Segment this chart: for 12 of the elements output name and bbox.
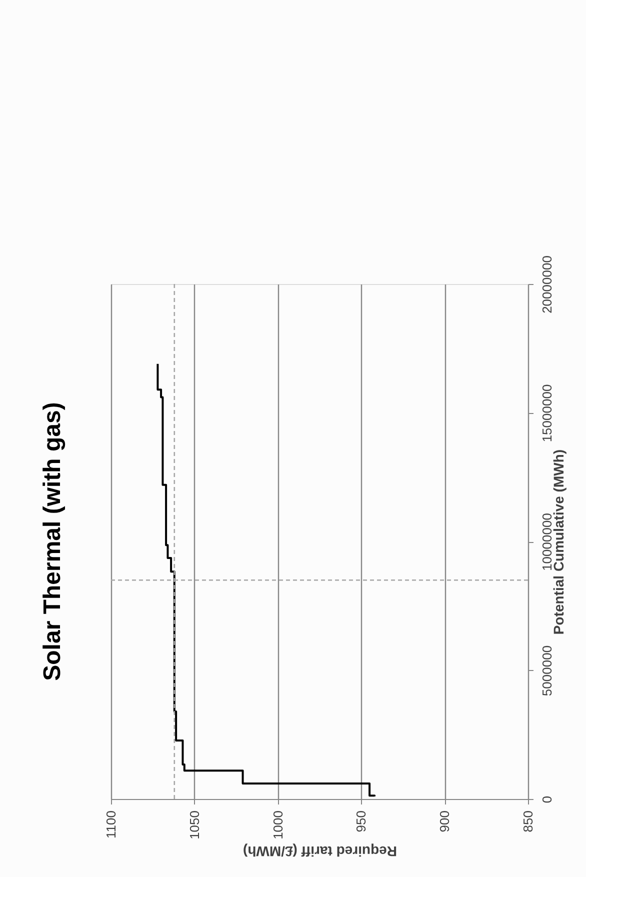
text: Solar Thermal (with gas): [39, 402, 66, 681]
x-tick-label: 850: [520, 810, 536, 832]
y-tick-label: 5000000: [540, 645, 554, 696]
y-tick-label: 15000000: [540, 384, 554, 442]
y-tick-label: 0: [540, 796, 554, 804]
x-tick-label: 900: [437, 810, 452, 832]
y-tick-label: 20000000: [540, 256, 554, 314]
x-tick-label: 1100: [104, 810, 118, 838]
x-tick-label: 950: [354, 810, 369, 832]
x-tick-label: 1000: [270, 810, 286, 840]
x-tick-label: 1050: [186, 810, 202, 840]
x-axis-title: Required tariff (£/MWh): [243, 843, 397, 860]
